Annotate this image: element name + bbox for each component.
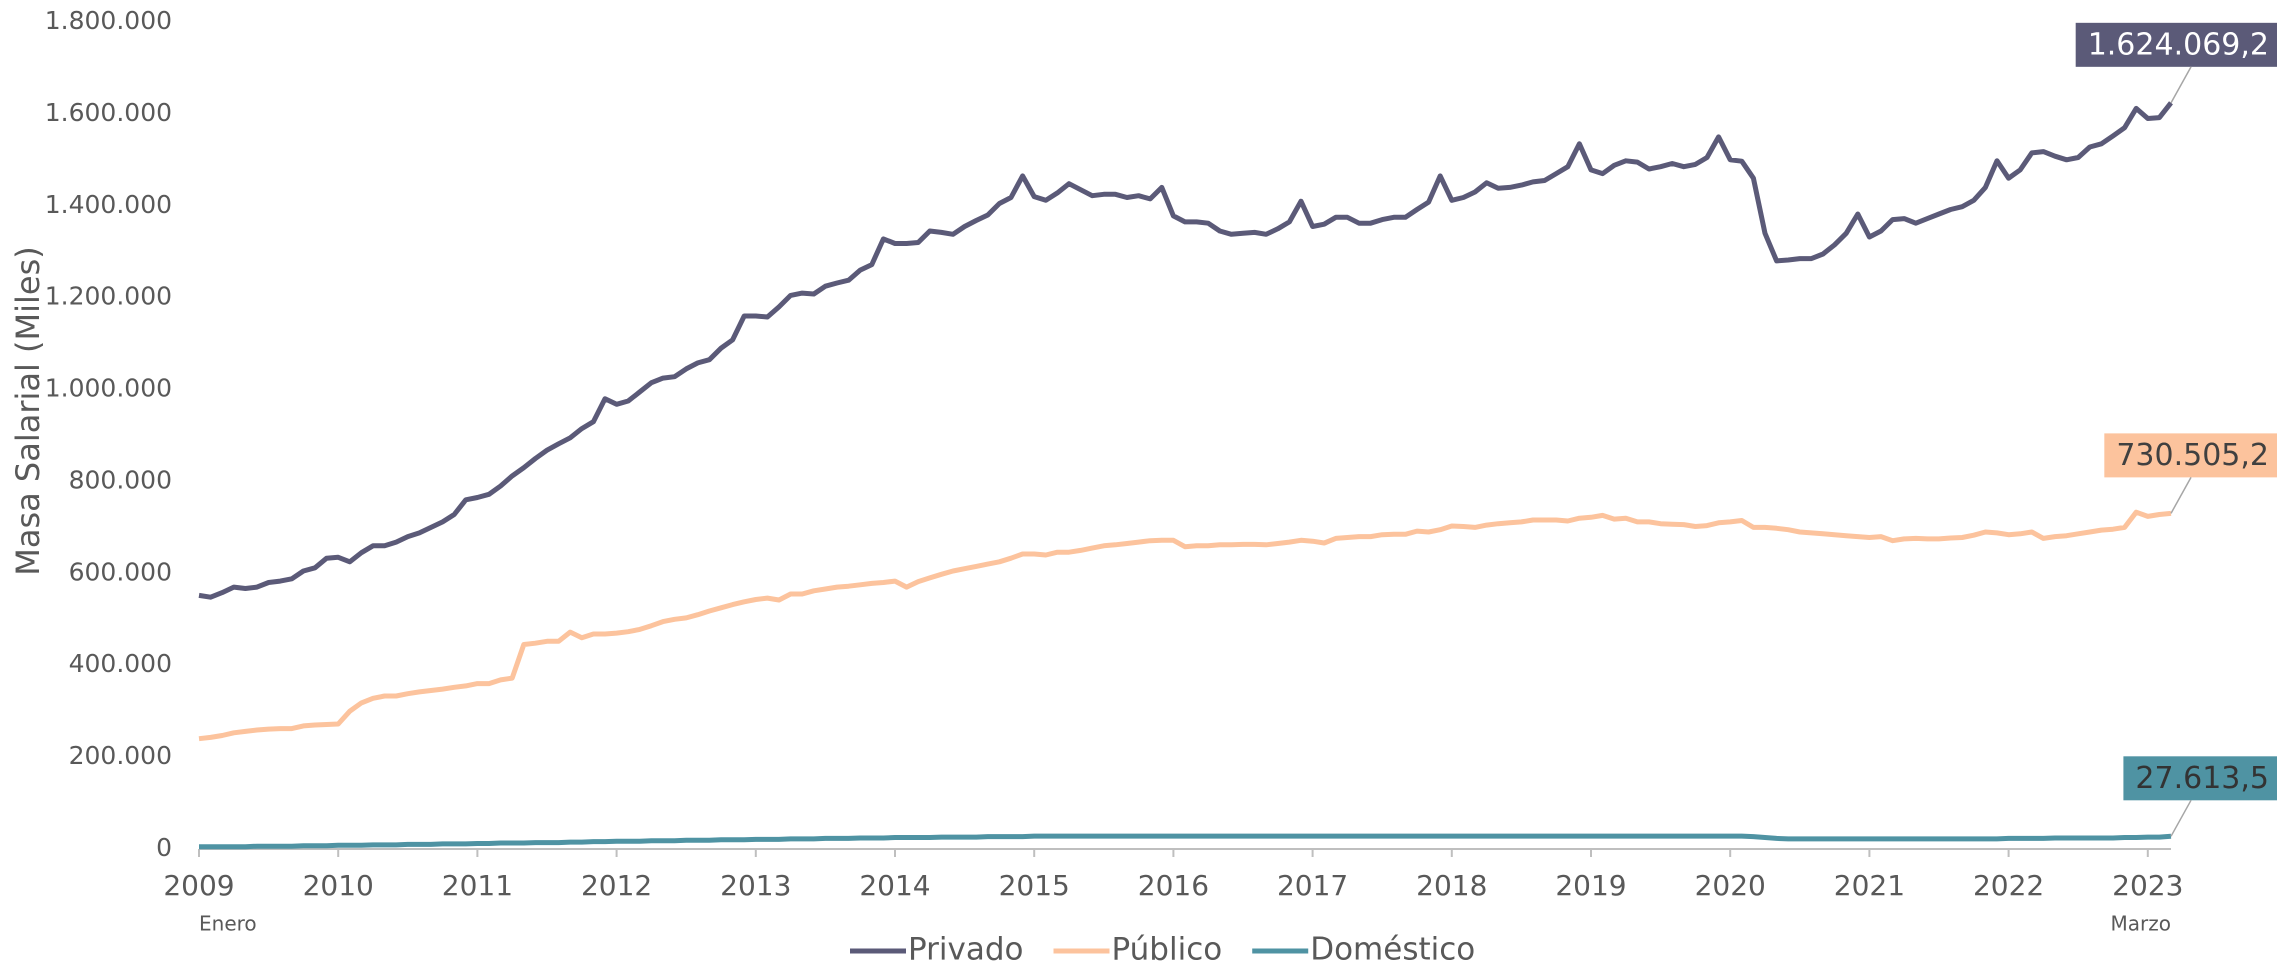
y-tick-label: 200.000: [69, 741, 172, 770]
x-tick-label: 2012: [581, 869, 652, 902]
y-tick-label: 800.000: [69, 465, 172, 494]
legend-label: Privado: [908, 932, 1024, 966]
x-tick-label: 2013: [720, 869, 791, 902]
x-tick-label: 2011: [442, 869, 513, 902]
leader-line: [2170, 799, 2192, 837]
y-tick-label: 1.000.000: [45, 374, 172, 403]
value-label: 27.613,5: [2135, 761, 2269, 796]
series-line: [198, 101, 2173, 600]
legend-label: Doméstico: [1310, 932, 1475, 966]
y-tick-label: 400.000: [69, 649, 172, 678]
value-label-box: [2104, 433, 2277, 478]
y-tick-label: 1.200.000: [45, 282, 172, 311]
x-tick-label: 2021: [1834, 869, 1905, 902]
x-tick-label: 2010: [303, 869, 374, 902]
x-tick-label: 2009: [163, 869, 234, 902]
leader-line: [2170, 477, 2192, 514]
leader-line: [2170, 66, 2192, 104]
series-line: [199, 833, 2172, 850]
legend-label: Público: [1112, 932, 1223, 966]
y-tick-label: 1.600.000: [45, 98, 172, 127]
series-line: [198, 509, 2172, 742]
y-tick-label: 1.800.000: [45, 6, 172, 35]
x-tick-label: 2018: [1416, 869, 1487, 902]
y-tick-label: 600.000: [69, 557, 172, 586]
value-label-box: [2075, 22, 2277, 67]
value-label: 730.505,2: [2116, 438, 2269, 473]
x-tick-label: 2023: [2112, 869, 2183, 902]
value-label: 1.624.069,2: [2088, 27, 2269, 62]
x-tick-label: 2016: [1138, 869, 1209, 902]
x-tick-label: 2019: [1555, 869, 1626, 902]
x-sub-label: Enero: [199, 912, 257, 936]
x-tick-label: 2015: [999, 869, 1070, 902]
value-label-box: [2123, 756, 2277, 801]
x-tick-label: 2014: [859, 869, 930, 902]
y-tick-label: 0: [156, 833, 172, 862]
x-tick-label: 2020: [1695, 869, 1766, 902]
x-tick-label: 2022: [1973, 869, 2044, 902]
x-sub-label: Marzo: [2111, 912, 2171, 936]
y-tick-label: 1.400.000: [45, 190, 172, 219]
x-tick-label: 2017: [1277, 869, 1348, 902]
y-axis-title: Masa Salarial (Miles): [9, 246, 47, 576]
